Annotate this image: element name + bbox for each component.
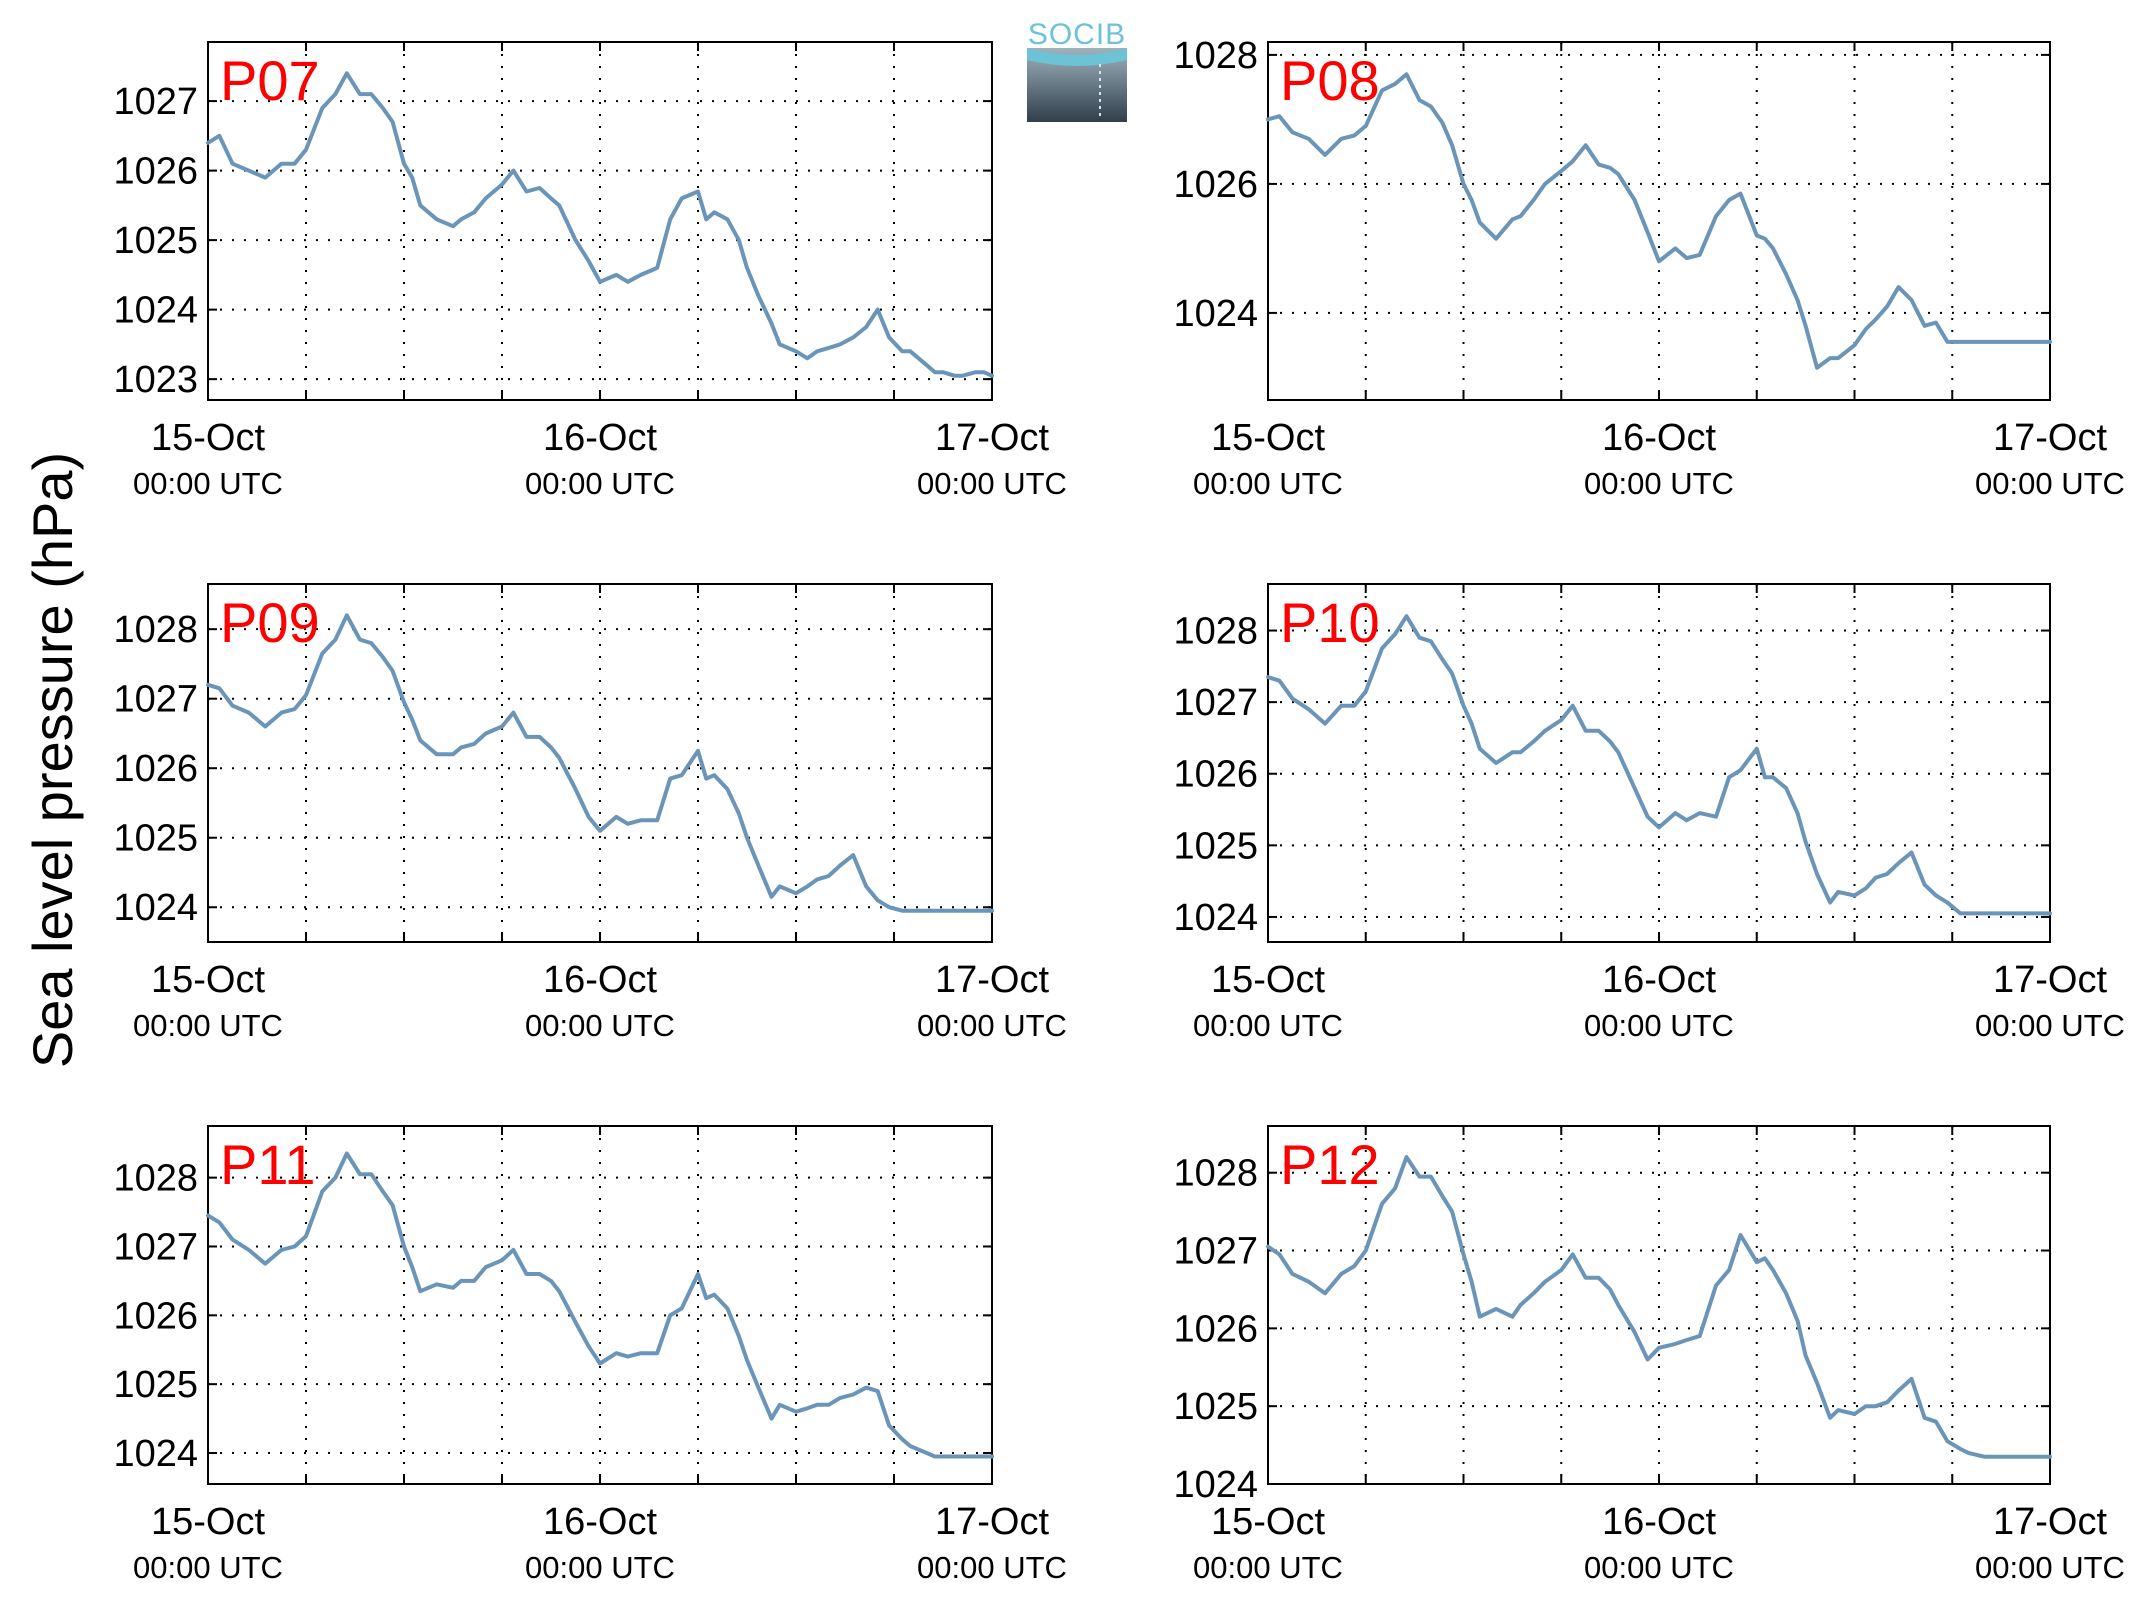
axes-frame — [207, 1125, 993, 1485]
x-tick-date-label: 16-Oct — [1602, 417, 1716, 459]
x-tick-time-label: 00:00 UTC — [917, 1008, 1067, 1043]
x-tick-time-label: 00:00 UTC — [133, 466, 283, 501]
x-tick-time-label: 00:00 UTC — [1193, 1008, 1343, 1043]
x-tick-date-label: 17-Oct — [935, 417, 1049, 459]
x-tick-time-label: 00:00 UTC — [525, 1550, 675, 1585]
y-tick-label: 1028 — [1173, 1153, 1258, 1195]
x-tick-time-label: 00:00 UTC — [525, 1008, 675, 1043]
y-tick-label: 1026 — [113, 1295, 198, 1337]
x-tick-time-label: 00:00 UTC — [133, 1550, 283, 1585]
chart-panel-p08: 1024 1026 1028 15-Oct 00:00 UTC 16-Oct 00:00 U… — [1173, 35, 2125, 501]
axes-frame — [207, 583, 993, 943]
pressure-series-line — [1266, 72, 2052, 370]
panel-label: P09 — [220, 591, 320, 654]
x-tick-date-label: 17-Oct — [1993, 1501, 2107, 1543]
chart-panel-p12: 1024 1025 1026 1027 1028 15-Oct 00:00 UTC 16-Oc… — [1173, 1125, 2125, 1585]
x-tick-time-label: 00:00 UTC — [133, 1008, 283, 1043]
pressure-series-line — [206, 613, 994, 913]
socib-logo: SOCIB — [1027, 18, 1127, 122]
chart-panel-p11: 1024 1025 1026 1027 1028 15-Oct 00:00 UTC 16-Oc… — [113, 1125, 1067, 1585]
y-tick-label: 1025 — [1173, 1386, 1258, 1428]
x-tick-date-label: 15-Oct — [151, 417, 265, 459]
y-tick-label: 1028 — [113, 609, 198, 651]
pressure-series-line — [206, 71, 994, 378]
panel-label: P12 — [1280, 1133, 1380, 1196]
y-tick-label: 1023 — [113, 359, 198, 401]
x-tick-date-label: 16-Oct — [1602, 959, 1716, 1001]
y-tick-label: 1026 — [113, 151, 198, 193]
y-tick-label: 1025 — [113, 818, 198, 860]
y-tick-label: 1027 — [1173, 1231, 1258, 1273]
y-tick-label: 1024 — [113, 1433, 198, 1475]
panel-label: P11 — [220, 1133, 315, 1196]
y-tick-label: 1026 — [113, 748, 198, 790]
x-tick-time-label: 00:00 UTC — [1584, 1550, 1734, 1585]
x-tick-date-label: 17-Oct — [1993, 959, 2107, 1001]
panels: 1023 1024 1025 1026 1027 15-Oct 00:00 UTC 16-Oc… — [113, 35, 2125, 1585]
x-tick-date-label: 16-Oct — [1602, 1501, 1716, 1543]
y-tick-label: 1024 — [1173, 293, 1258, 335]
axes-frame — [1267, 1125, 2051, 1485]
chart-panel-p07: 1023 1024 1025 1026 1027 15-Oct 00:00 UTC 16-Oc… — [113, 41, 1067, 501]
y-tick-label: 1024 — [113, 887, 198, 929]
x-tick-date-label: 15-Oct — [151, 1501, 265, 1543]
x-tick-time-label: 00:00 UTC — [917, 1550, 1067, 1585]
y-tick-label: 1024 — [1173, 1464, 1258, 1506]
x-tick-date-label: 15-Oct — [1211, 417, 1325, 459]
y-tick-label: 1027 — [113, 1226, 198, 1268]
axes-frame — [1267, 583, 2051, 943]
y-tick-label: 1026 — [1173, 754, 1258, 796]
x-tick-time-label: 00:00 UTC — [1193, 466, 1343, 501]
axes-frame — [1267, 41, 2051, 401]
x-tick-time-label: 00:00 UTC — [917, 466, 1067, 501]
y-tick-label: 1027 — [113, 81, 198, 123]
pressure-series-line — [206, 1151, 994, 1459]
y-axis-label: Sea level pressure (hPa) — [21, 452, 84, 1068]
pressure-series-line — [1266, 614, 2052, 916]
x-tick-time-label: 00:00 UTC — [1975, 466, 2125, 501]
x-tick-date-label: 16-Oct — [543, 959, 657, 1001]
panel-label: P10 — [1280, 591, 1380, 654]
x-tick-date-label: 17-Oct — [935, 1501, 1049, 1543]
x-tick-date-label: 17-Oct — [1993, 417, 2107, 459]
y-tick-label: 1025 — [113, 1364, 198, 1406]
pressure-series-line — [1266, 1155, 2052, 1459]
panel-label: P07 — [220, 49, 320, 112]
y-tick-label: 1028 — [1173, 35, 1258, 77]
y-tick-label: 1027 — [113, 679, 198, 721]
x-tick-date-label: 17-Oct — [935, 959, 1049, 1001]
y-tick-label: 1025 — [113, 220, 198, 262]
x-tick-time-label: 00:00 UTC — [1193, 1550, 1343, 1585]
logo-text: SOCIB — [1028, 18, 1126, 51]
y-tick-label: 1027 — [1173, 682, 1258, 724]
panel-label: P08 — [1280, 49, 1380, 112]
x-tick-date-label: 15-Oct — [1211, 1501, 1325, 1543]
y-tick-label: 1028 — [1173, 611, 1258, 653]
x-tick-time-label: 00:00 UTC — [525, 466, 675, 501]
x-tick-date-label: 16-Oct — [543, 1501, 657, 1543]
x-tick-time-label: 00:00 UTC — [1584, 1008, 1734, 1043]
y-tick-label: 1026 — [1173, 1308, 1258, 1350]
chart-panel-p10: 1024 1025 1026 1027 1028 15-Oct 00:00 UTC 16-Oc… — [1173, 583, 2125, 1043]
y-tick-label: 1025 — [1173, 825, 1258, 867]
axes-frame — [207, 41, 993, 401]
y-tick-label: 1028 — [113, 1158, 198, 1200]
x-tick-time-label: 00:00 UTC — [1584, 466, 1734, 501]
y-tick-label: 1024 — [1173, 897, 1258, 939]
x-tick-date-label: 16-Oct — [543, 417, 657, 459]
x-tick-date-label: 15-Oct — [1211, 959, 1325, 1001]
y-tick-label: 1024 — [113, 290, 198, 332]
x-tick-time-label: 00:00 UTC — [1975, 1008, 2125, 1043]
x-tick-time-label: 00:00 UTC — [1975, 1550, 2125, 1585]
y-tick-label: 1026 — [1173, 164, 1258, 206]
x-tick-date-label: 15-Oct — [151, 959, 265, 1001]
chart-panel-p09: 1024 1025 1026 1027 1028 15-Oct 00:00 UTC 16-Oc… — [113, 583, 1067, 1043]
